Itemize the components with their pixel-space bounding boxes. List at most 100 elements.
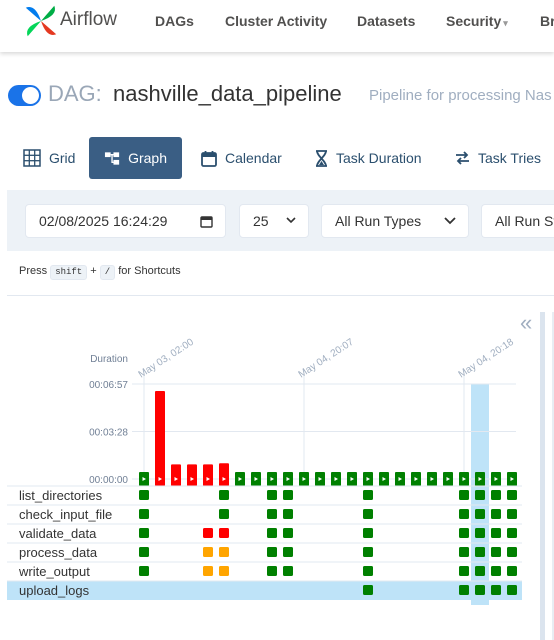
task-instance-square[interactable]	[475, 528, 485, 538]
task-instance-square[interactable]	[267, 566, 277, 576]
nav-dags[interactable]: DAGs	[155, 13, 194, 29]
task-instance-square[interactable]	[363, 585, 373, 595]
task-instance-square[interactable]	[475, 547, 485, 557]
task-instance-square[interactable]	[507, 528, 517, 538]
task-instance-square[interactable]	[363, 547, 373, 557]
task-instance-square[interactable]	[507, 566, 517, 576]
task-instance-square[interactable]	[491, 566, 501, 576]
task-instance-square[interactable]	[507, 490, 517, 500]
task-instance-square[interactable]	[363, 490, 373, 500]
play-icon	[158, 477, 162, 481]
tab-calendar[interactable]: Calendar	[201, 137, 282, 179]
task-instance-square[interactable]	[267, 490, 277, 500]
tab-grid[interactable]: Grid	[23, 137, 75, 179]
task-instance-square[interactable]	[459, 547, 469, 557]
calendar-picker-icon[interactable]	[200, 215, 213, 228]
task-instance-square[interactable]	[283, 490, 293, 500]
task-instance-square[interactable]	[203, 566, 213, 576]
task-name-label[interactable]: process_data	[19, 545, 98, 560]
task-instance-square[interactable]	[203, 528, 213, 538]
task-instance-square[interactable]	[459, 585, 469, 595]
task-instance-square[interactable]	[219, 509, 229, 519]
task-instance-square[interactable]	[459, 490, 469, 500]
tab-task-duration[interactable]: Task Duration	[315, 137, 422, 179]
nav-security[interactable]: Security ▾	[446, 13, 508, 29]
task-instance-square[interactable]	[475, 566, 485, 576]
task-instance-square[interactable]	[267, 528, 277, 538]
task-instance-square[interactable]	[459, 509, 469, 519]
task-instance-square[interactable]	[475, 490, 485, 500]
play-icon	[238, 477, 242, 481]
dag-pause-toggle[interactable]	[8, 85, 41, 106]
brand-name[interactable]: Airflow	[60, 9, 118, 30]
tab-task-tries[interactable]: Task Tries	[455, 137, 541, 179]
task-instance-square[interactable]	[491, 547, 501, 557]
play-icon	[222, 477, 226, 481]
task-name-label[interactable]: list_directories	[19, 488, 103, 503]
tab-grid-label: Grid	[49, 150, 76, 166]
task-instance-square[interactable]	[267, 509, 277, 519]
task-instance-square[interactable]	[475, 585, 485, 595]
task-name-label[interactable]: validate_data	[19, 526, 97, 541]
task-instance-square[interactable]	[491, 509, 501, 519]
task-instance-square[interactable]	[139, 528, 149, 538]
task-name-label[interactable]: upload_logs	[19, 583, 90, 598]
task-instance-square[interactable]	[219, 547, 229, 557]
airflow-logo-icon[interactable]	[22, 2, 60, 40]
dag-prefix: DAG:	[48, 81, 102, 106]
task-instance-square[interactable]	[363, 528, 373, 538]
task-instance-square[interactable]	[491, 585, 501, 595]
task-instance-square[interactable]	[219, 490, 229, 500]
play-icon	[206, 477, 210, 481]
task-instance-square[interactable]	[459, 528, 469, 538]
task-instance-square[interactable]	[283, 509, 293, 519]
collapse-panel-icon[interactable]: «	[520, 310, 533, 335]
task-name-label[interactable]: check_input_file	[19, 507, 112, 522]
run-state-value: All Run St	[495, 213, 554, 229]
dag-run-bar[interactable]	[203, 464, 213, 486]
base-date-input[interactable]: 02/08/2025 16:24:29	[25, 204, 226, 238]
dag-run-bar[interactable]	[187, 464, 197, 486]
y-axis-label: Duration	[90, 354, 128, 365]
task-instance-square[interactable]	[139, 490, 149, 500]
task-instance-square[interactable]	[283, 566, 293, 576]
task-instance-square[interactable]	[475, 509, 485, 519]
task-instance-square[interactable]	[491, 528, 501, 538]
dag-run-bar[interactable]	[171, 464, 181, 486]
nav-cluster-activity[interactable]: Cluster Activity	[225, 13, 328, 29]
task-instance-square[interactable]	[507, 509, 517, 519]
dag-run-bar[interactable]	[155, 391, 165, 486]
task-instance-square[interactable]	[203, 547, 213, 557]
task-instance-square[interactable]	[507, 585, 517, 595]
task-instance-square[interactable]	[507, 547, 517, 557]
y-tick-label: 00:06:57	[89, 380, 128, 391]
toggle-knob	[22, 87, 39, 104]
run-state-select[interactable]: All Run St	[481, 204, 554, 238]
num-runs-select[interactable]: 25	[239, 204, 309, 238]
task-instance-square[interactable]	[139, 566, 149, 576]
nav-browse[interactable]: Br	[540, 13, 554, 29]
shortcut-suffix: for Shortcuts	[118, 265, 181, 277]
dag-run-bar[interactable]	[219, 463, 229, 486]
task-instance-square[interactable]	[283, 528, 293, 538]
y-tick-label: 00:00:00	[89, 475, 128, 486]
task-name-label[interactable]: write_output	[18, 564, 90, 579]
tab-calendar-label: Calendar	[225, 150, 282, 166]
grid-icon	[23, 149, 41, 167]
tab-graph[interactable]: Graph	[89, 137, 182, 179]
task-instance-square[interactable]	[283, 547, 293, 557]
task-instance-square[interactable]	[267, 547, 277, 557]
play-icon	[142, 477, 146, 481]
panel-resize-handle[interactable]	[540, 312, 545, 640]
run-type-select[interactable]: All Run Types	[321, 204, 469, 238]
task-instance-square[interactable]	[363, 566, 373, 576]
nav-datasets[interactable]: Datasets	[357, 13, 416, 29]
task-instance-square[interactable]	[491, 490, 501, 500]
task-instance-square[interactable]	[219, 566, 229, 576]
play-icon	[190, 477, 194, 481]
task-instance-square[interactable]	[139, 547, 149, 557]
task-instance-square[interactable]	[363, 509, 373, 519]
task-instance-square[interactable]	[139, 509, 149, 519]
task-instance-square[interactable]	[219, 528, 229, 538]
task-instance-square[interactable]	[459, 566, 469, 576]
